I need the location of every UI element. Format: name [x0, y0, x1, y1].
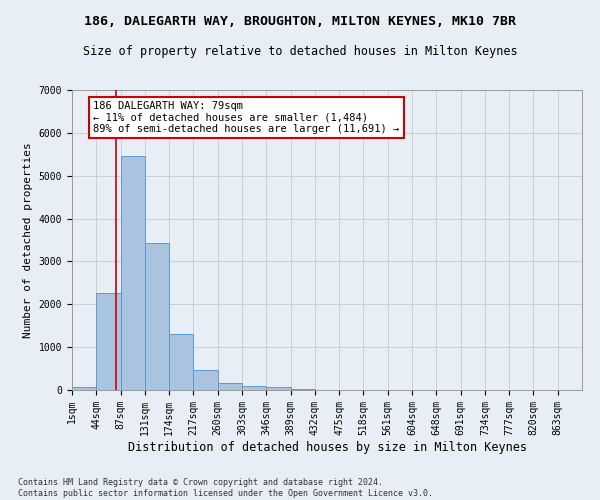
Text: Contains HM Land Registry data © Crown copyright and database right 2024.
Contai: Contains HM Land Registry data © Crown c…	[18, 478, 433, 498]
Bar	[242, 386, 266, 390]
Bar	[145, 243, 169, 390]
Bar	[218, 383, 242, 390]
Bar	[169, 334, 193, 390]
Bar	[193, 370, 218, 390]
Bar	[96, 292, 121, 390]
Bar	[121, 156, 145, 390]
Bar	[290, 388, 315, 390]
Y-axis label: Number of detached properties: Number of detached properties	[23, 142, 33, 338]
Bar	[72, 386, 96, 390]
Text: Size of property relative to detached houses in Milton Keynes: Size of property relative to detached ho…	[83, 45, 517, 58]
Text: 186, DALEGARTH WAY, BROUGHTON, MILTON KEYNES, MK10 7BR: 186, DALEGARTH WAY, BROUGHTON, MILTON KE…	[84, 15, 516, 28]
Text: 186 DALEGARTH WAY: 79sqm
← 11% of detached houses are smaller (1,484)
89% of sem: 186 DALEGARTH WAY: 79sqm ← 11% of detach…	[94, 100, 400, 134]
X-axis label: Distribution of detached houses by size in Milton Keynes: Distribution of detached houses by size …	[128, 440, 527, 454]
Bar	[266, 388, 290, 390]
